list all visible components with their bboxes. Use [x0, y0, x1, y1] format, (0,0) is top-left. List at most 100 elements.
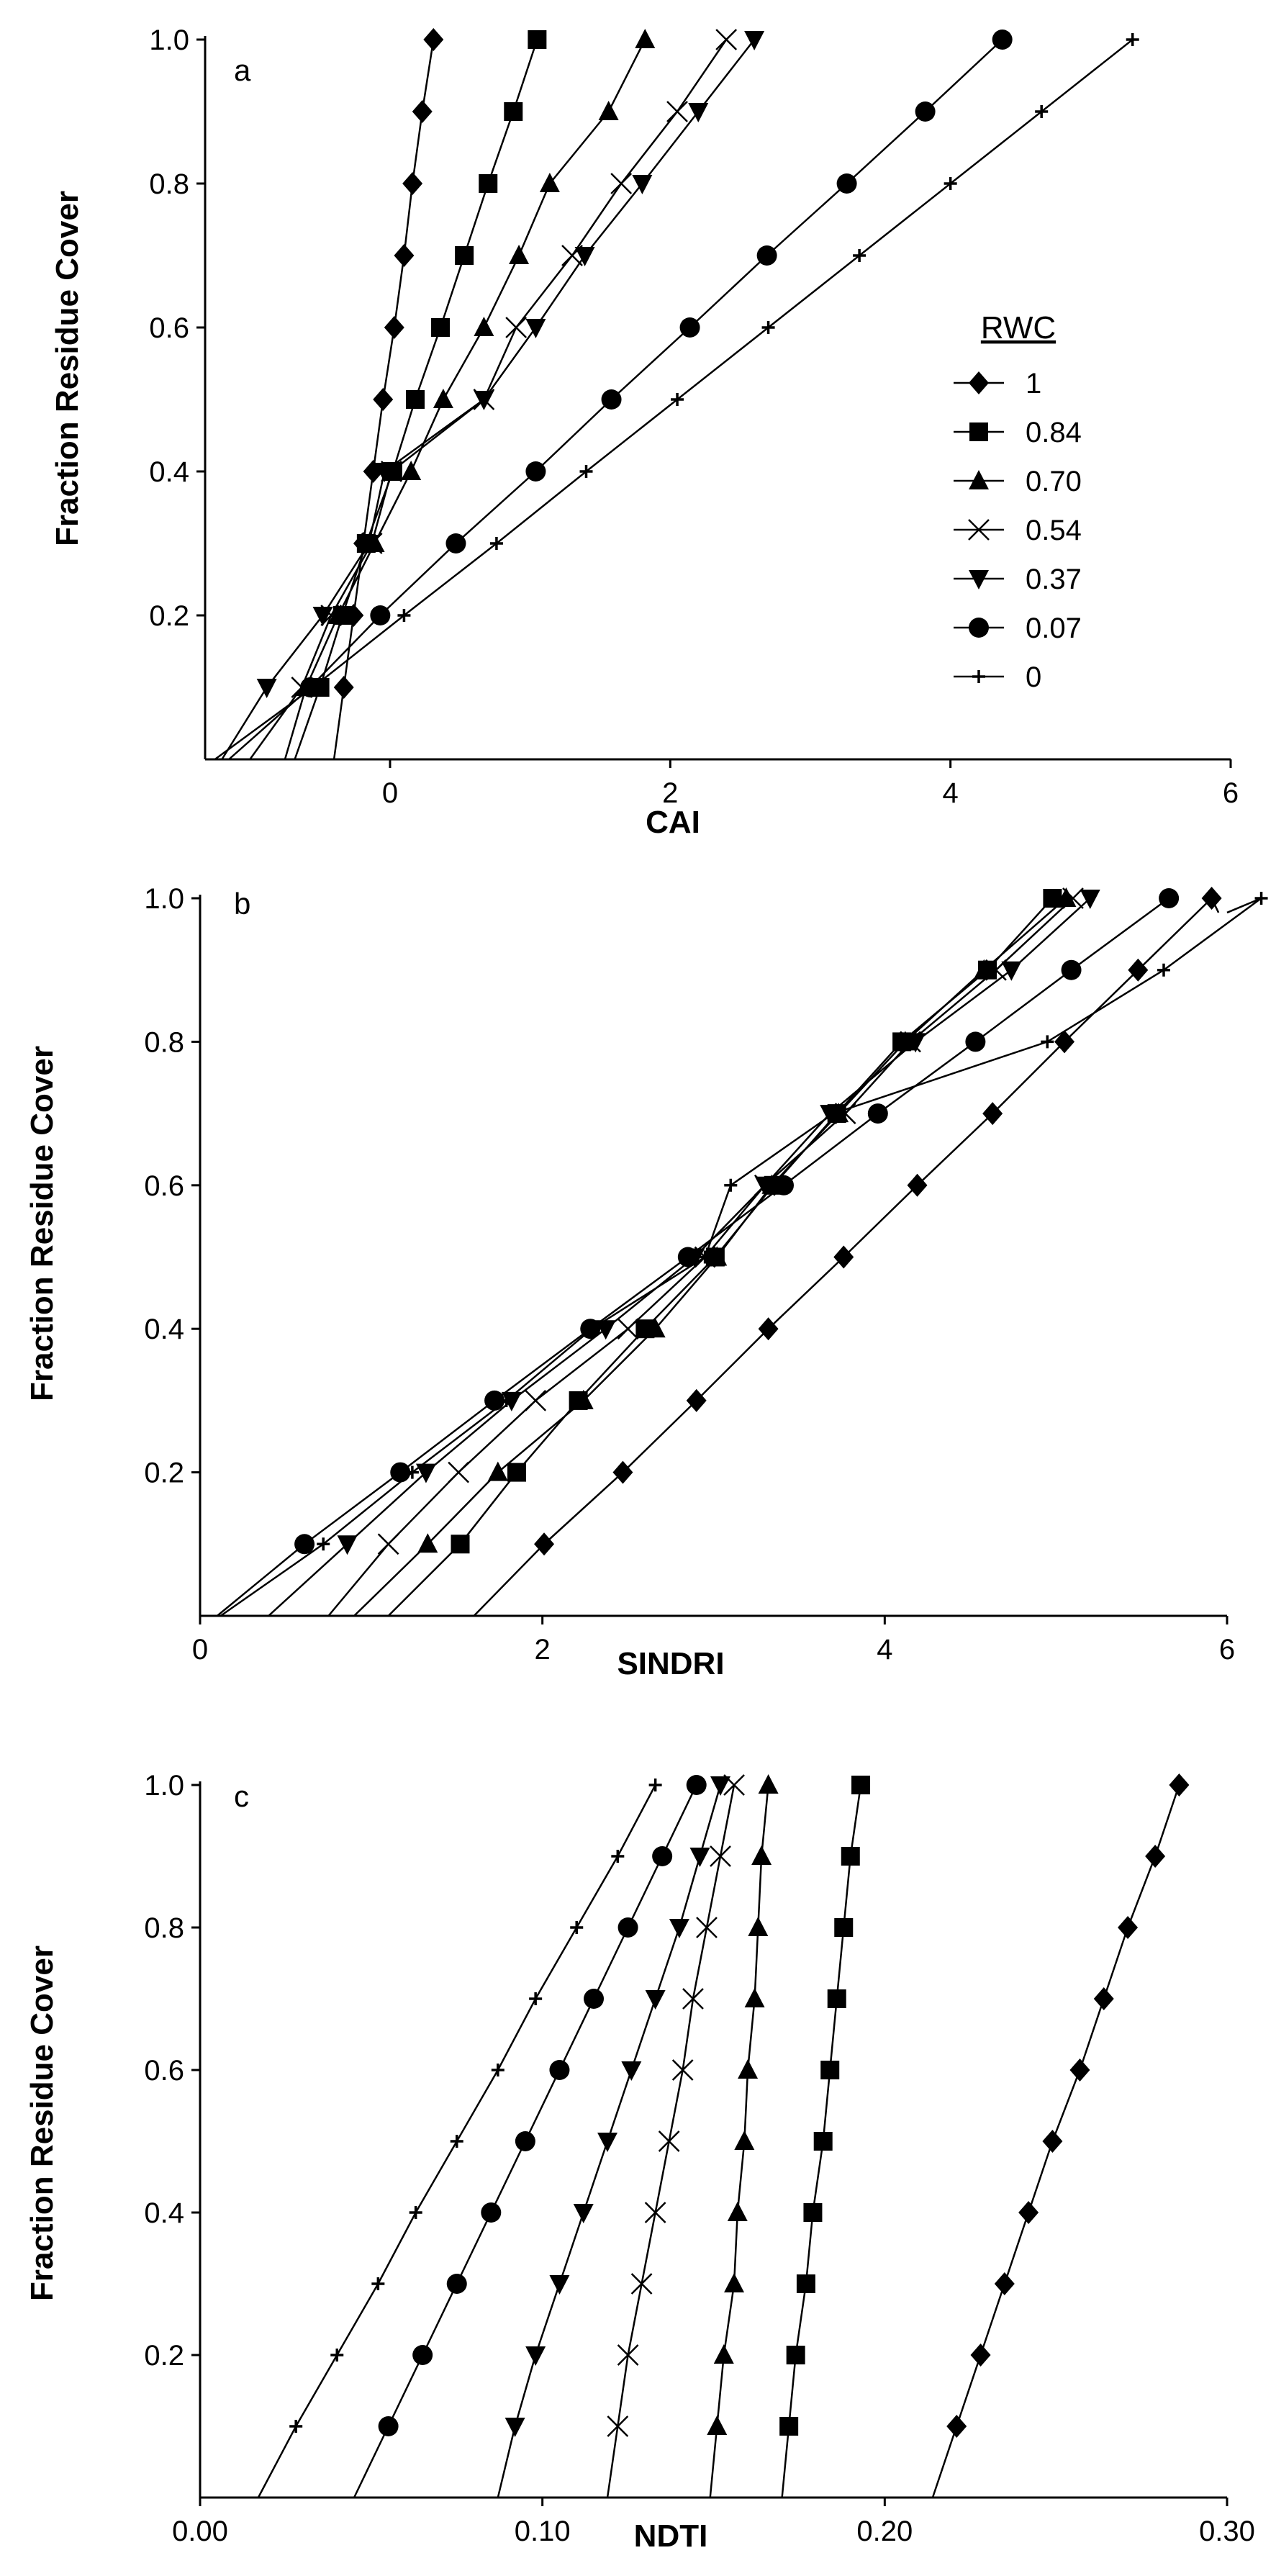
- data-point: [851, 1776, 871, 1794]
- series-rwc-0: [214, 33, 1139, 761]
- data-point: [1157, 963, 1170, 977]
- x-axis-label-b: SINDRI: [617, 1646, 724, 1681]
- panel-label-b: b: [234, 887, 250, 921]
- data-point: [1169, 1773, 1190, 1797]
- series-line: [284, 39, 646, 760]
- data-point: [431, 318, 451, 337]
- data-point: [579, 465, 593, 478]
- data-point: [570, 1921, 584, 1934]
- x-tick-label: 0.00: [172, 2516, 228, 2547]
- legend-marker: [969, 470, 989, 489]
- data-point: [1069, 2058, 1090, 2082]
- data-point: [1018, 2201, 1039, 2224]
- data-point: [1093, 1987, 1114, 2010]
- y-axis-label-a: Fraction Residue Cover: [50, 191, 85, 546]
- panel-c: c Fraction Residue Cover NDTI 0.2 0.4 0.6 0…: [24, 1770, 1255, 2554]
- data-point: [451, 1535, 470, 1554]
- data-point: [696, 1917, 718, 1938]
- series-rwc-0.70: [353, 887, 1077, 1617]
- legend-entry: 0.07: [954, 613, 1082, 644]
- data-point: [525, 319, 546, 338]
- x-tick-label: 0: [192, 1634, 208, 1666]
- data-point: [946, 2415, 967, 2438]
- y-axis-label-b: Fraction Residue Cover: [24, 1046, 60, 1401]
- data-point: [713, 2344, 734, 2364]
- x-tick-label: 2: [535, 1634, 551, 1666]
- data-point: [1035, 105, 1049, 118]
- series-rwc-0.37: [497, 1776, 731, 2498]
- data-point: [455, 246, 474, 265]
- data-point: [474, 391, 494, 410]
- data-point: [294, 1534, 315, 1555]
- data-point: [707, 2415, 728, 2435]
- legend-entry: 1: [954, 368, 1041, 399]
- data-point: [584, 1989, 605, 2009]
- data-point: [479, 174, 498, 193]
- data-point: [724, 2273, 745, 2292]
- data-point: [394, 244, 415, 267]
- y-tick-label: 0.6: [144, 1170, 184, 1202]
- legend-entry: 0.37: [954, 564, 1082, 595]
- data-point: [644, 2202, 666, 2223]
- data-point: [905, 1033, 926, 1053]
- legend-label: 0.54: [1026, 515, 1082, 546]
- data-point: [715, 29, 738, 50]
- data-point: [630, 2273, 653, 2295]
- series-rwc-1: [332, 28, 444, 760]
- data-point: [617, 1318, 639, 1340]
- data-point: [585, 1322, 599, 1336]
- data-point: [796, 2274, 815, 2293]
- data-point: [397, 609, 411, 622]
- data-point: [597, 2133, 618, 2152]
- data-point: [412, 100, 433, 123]
- data-point: [1062, 887, 1084, 909]
- data-point: [1254, 892, 1268, 905]
- data-point: [450, 2135, 463, 2148]
- data-point: [724, 1178, 738, 1192]
- y-tick-label: 0.8: [149, 168, 189, 200]
- data-point: [487, 1461, 508, 1481]
- x-tick-label: 0.10: [515, 2516, 571, 2547]
- data-point: [549, 2060, 570, 2080]
- data-point: [306, 681, 320, 694]
- series-rwc-0: [257, 1779, 662, 2498]
- data-point: [607, 2415, 629, 2437]
- series-rwc-0.54: [606, 1774, 745, 2498]
- data-point: [758, 1774, 779, 1794]
- data-point: [525, 1390, 547, 1411]
- data-point: [1080, 890, 1100, 909]
- data-point: [433, 389, 453, 408]
- x-tick-label: 6: [1219, 1634, 1235, 1666]
- data-point: [337, 1535, 358, 1555]
- legend-entry: 0: [954, 661, 1041, 693]
- x-tick-label: 6: [1223, 777, 1239, 809]
- series-line: [606, 1784, 736, 2498]
- legend-entry: 0.84: [954, 417, 1082, 448]
- data-point: [574, 247, 595, 266]
- data-point: [509, 245, 530, 264]
- data-point: [707, 1246, 728, 1266]
- series-rwc-0.84: [387, 889, 1062, 1617]
- panel-label-a: a: [234, 53, 251, 87]
- data-point: [944, 177, 957, 190]
- data-point: [612, 1460, 633, 1484]
- data-point: [738, 2059, 759, 2079]
- legend-label: 0: [1026, 661, 1041, 693]
- data-point: [803, 2203, 823, 2222]
- y-tick-label: 1.0: [144, 1770, 184, 1802]
- data-point: [1042, 2130, 1063, 2153]
- y-tick-label: 0.6: [149, 312, 189, 344]
- data-point: [358, 535, 379, 554]
- data-point: [378, 2416, 399, 2436]
- data-point: [761, 321, 775, 334]
- data-point: [515, 2131, 535, 2151]
- data-point: [617, 1917, 638, 1938]
- data-point: [1001, 961, 1022, 981]
- y-tick-label: 1.0: [149, 24, 189, 56]
- data-point: [744, 31, 765, 50]
- data-point: [1145, 1845, 1166, 1868]
- data-point: [504, 2418, 525, 2437]
- data-point: [698, 1250, 712, 1264]
- series-rwc-0.84: [779, 1776, 871, 2498]
